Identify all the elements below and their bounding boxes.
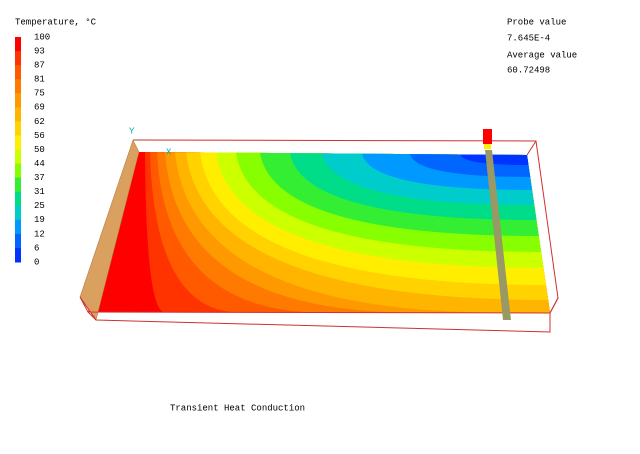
box-edge — [526, 140, 537, 156]
legend-label: 87 — [34, 61, 45, 71]
contour-band — [460, 154, 529, 165]
legend-label: 50 — [34, 145, 45, 155]
legend-label: 0 — [34, 257, 39, 267]
legend-title: Temperature, °C — [15, 17, 97, 27]
probe-label: Probe value — [507, 17, 566, 27]
average-label: Average value — [507, 50, 577, 60]
legend-label: 56 — [34, 131, 45, 141]
legend-label: 19 — [34, 215, 45, 225]
legend-label: 6 — [34, 243, 39, 253]
legend-label: 75 — [34, 89, 45, 99]
legend-label: 93 — [34, 46, 45, 56]
box-front — [79, 296, 559, 333]
axis-label-y: Y — [129, 126, 135, 136]
legend-label: 100 — [34, 32, 50, 42]
legend-swatch — [15, 219, 21, 235]
legend-bar — [15, 37, 21, 263]
axis-label-x: X — [166, 147, 172, 157]
probe-head — [483, 129, 492, 144]
legend-swatch — [15, 233, 21, 249]
legend-swatch — [15, 191, 21, 207]
legend-swatch — [15, 107, 21, 122]
legend-swatch — [15, 37, 21, 52]
box-edge — [79, 296, 551, 333]
legend-swatch — [15, 247, 21, 263]
probe-stick — [485, 150, 511, 320]
legend-swatch — [15, 65, 21, 80]
legend-swatch — [15, 79, 21, 94]
legend-label: 12 — [34, 229, 45, 239]
legend-swatch — [15, 177, 21, 193]
legend-swatch — [15, 121, 21, 136]
legend-labels: 100 93 87 81 75 69 62 56 50 44 37 31 25 19 12 6 0 — [34, 32, 50, 267]
box-edge — [549, 297, 559, 314]
caption: Transient Heat Conduction — [170, 403, 305, 413]
contour-plot — [88, 152, 550, 313]
legend-swatch — [15, 163, 21, 179]
legend-swatch — [15, 149, 21, 165]
legend-swatch — [15, 93, 21, 108]
legend-swatch — [15, 51, 21, 66]
legend-label: 62 — [34, 117, 45, 127]
legend-label: 31 — [34, 187, 45, 197]
legend-label: 69 — [34, 103, 45, 113]
legend-label: 37 — [34, 173, 45, 183]
legend-swatch — [15, 205, 21, 221]
legend-label: 25 — [34, 201, 45, 211]
probe-value: 7.645E-4 — [507, 33, 550, 43]
legend-swatch — [15, 135, 21, 150]
legend-label: 81 — [34, 75, 45, 85]
average-value: 60.72498 — [507, 65, 550, 75]
probe-tip — [484, 144, 491, 149]
legend-label: 44 — [34, 159, 45, 169]
box-edge — [87, 311, 97, 321]
